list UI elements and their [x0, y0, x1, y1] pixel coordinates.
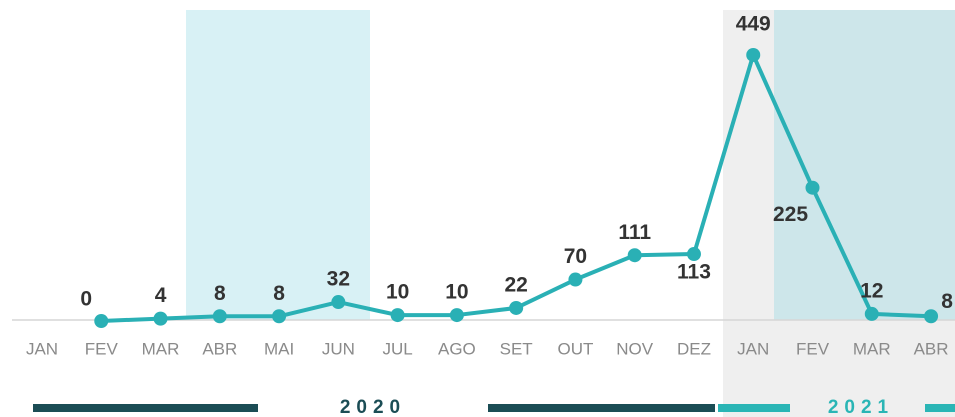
point — [864, 306, 879, 321]
year-label: 2021 — [828, 397, 894, 417]
data-label: 32 — [327, 268, 350, 291]
year-bar — [488, 404, 715, 412]
data-label: 12 — [860, 279, 883, 302]
point — [627, 248, 642, 263]
data-label: 8 — [214, 282, 226, 305]
data-label: 10 — [386, 281, 409, 304]
year-bar — [33, 404, 258, 412]
x-tick-label: JAN — [26, 339, 58, 358]
point — [390, 308, 405, 323]
x-tick-label: MAI — [264, 339, 294, 358]
x-tick-label: DEZ — [677, 339, 711, 358]
x-tick-label: JAN — [737, 339, 769, 358]
data-label: 0 — [80, 288, 92, 311]
year-bar — [718, 404, 790, 412]
point — [153, 311, 168, 326]
x-tick-label: ABR — [202, 339, 237, 358]
x-tick-label: AGO — [438, 339, 476, 358]
point — [272, 309, 287, 324]
point — [746, 47, 761, 62]
x-tick-label: SET — [500, 339, 533, 358]
point — [509, 300, 524, 315]
point — [449, 308, 464, 323]
point — [94, 314, 109, 328]
x-tick-label: JUL — [383, 339, 413, 358]
year-label: 2020 — [340, 397, 406, 417]
x-tick-label: NOV — [616, 339, 654, 358]
point — [686, 247, 701, 262]
data-label: 22 — [504, 274, 527, 297]
data-label: 225 — [773, 203, 808, 226]
point — [805, 180, 820, 195]
x-tick-label: ABR — [914, 339, 949, 358]
point — [924, 309, 939, 324]
x-tick-label: OUT — [557, 339, 593, 358]
data-label: 70 — [564, 245, 587, 268]
point — [568, 272, 583, 287]
data-label: 4 — [155, 284, 167, 307]
highlight-band — [186, 10, 370, 320]
x-tick-label: MAR — [853, 339, 891, 358]
data-label: 111 — [618, 221, 651, 244]
data-label: 113 — [677, 261, 711, 284]
x-tick-label: MAR — [142, 339, 180, 358]
data-label: 8 — [941, 290, 953, 313]
x-tick-label: FEV — [796, 339, 830, 358]
point — [331, 295, 346, 310]
x-tick-label: FEV — [85, 339, 119, 358]
data-label: 10 — [445, 281, 468, 304]
data-label: 449 — [736, 13, 771, 36]
point — [212, 309, 227, 324]
x-tick-label: JUN — [322, 339, 355, 358]
data-label: 8 — [273, 282, 285, 305]
year-bar — [925, 404, 955, 412]
